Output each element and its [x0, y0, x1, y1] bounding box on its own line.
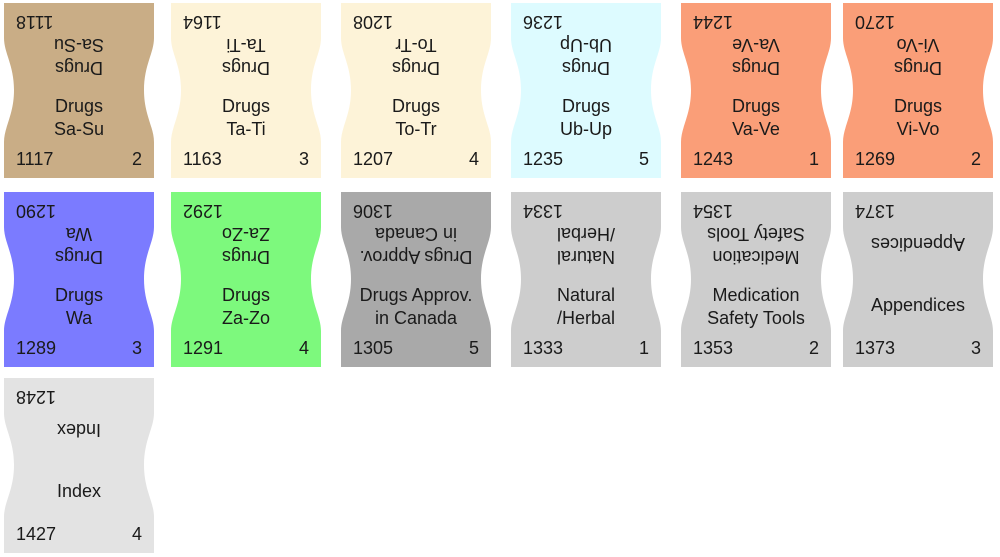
upper-tab-label: Appendices [870, 234, 966, 254]
top-page-number: 1270 [855, 12, 896, 32]
bottom-page-number: 1333 [523, 338, 564, 358]
top-page-number: 1164 [183, 12, 222, 32]
bottom-page-number: 1269 [855, 149, 896, 169]
tab-position-number: 1 [808, 149, 819, 169]
bottom-page-number: 1117 [16, 149, 54, 169]
top-page-number: 1334 [523, 201, 564, 221]
tab-position-number: 3 [970, 338, 981, 358]
index-tab: 1292 Drugs Za-Zo Drugs Za-Zo 1291 4 [171, 192, 321, 367]
upper-tab-label: Drugs Approv. in Canada [359, 224, 473, 267]
upper-tab-label: Drugs Va-Ve [732, 35, 781, 78]
bottom-page-number: 1289 [16, 338, 57, 358]
index-tab: 1248 Index Index 1427 4 [4, 378, 154, 553]
upper-tab-label: Drugs Wa [55, 224, 104, 267]
tab-position-number: 2 [131, 149, 142, 169]
bottom-page-number: 1373 [855, 338, 896, 358]
top-page-number: 1236 [523, 12, 564, 32]
tab-position-number: 1 [638, 338, 649, 358]
tab-position-number: 3 [298, 149, 309, 169]
tab-position-number: 5 [468, 338, 479, 358]
index-tab: 1244 Drugs Va-Ve Drugs Va-Ve 1243 1 [681, 3, 831, 178]
index-tab: 1270 Drugs Vi-Vo Drugs Vi-Vo 1269 2 [843, 3, 993, 178]
tab-shape [341, 3, 491, 178]
index-tab: 1374 Appendices Appendices 1373 3 [843, 192, 993, 367]
upper-tab-label: Index [56, 420, 102, 440]
top-page-number: 1248 [16, 387, 57, 407]
bottom-page-number: 1207 [353, 149, 394, 169]
lower-tab-label: Drugs To-Tr [391, 96, 440, 139]
index-tab: 1306 Drugs Approv. in Canada Drugs Approv. i… [341, 192, 491, 367]
tab-position-number: 2 [808, 338, 819, 358]
tab-shape [171, 3, 321, 178]
upper-tab-label: Medication Safety Tools [707, 224, 805, 267]
tab-position-number: 4 [468, 149, 479, 169]
tab-position-number: 2 [970, 149, 981, 169]
lower-tab-label: Medication Safety Tools [707, 285, 805, 328]
lower-tab-label: Drugs Ta-Ti [221, 96, 270, 139]
tab-position-number: 5 [638, 149, 649, 169]
top-page-number: 1290 [16, 201, 57, 221]
tab-shape [341, 192, 491, 367]
top-page-number: 1354 [693, 201, 734, 221]
index-tab: 1290 Drugs Wa Drugs Wa 1289 3 [4, 192, 154, 367]
tab-shape [681, 3, 831, 178]
index-tab: 1208 Drugs To-Tr Drugs To-Tr 1207 4 [341, 3, 491, 178]
tab-shape [171, 192, 321, 367]
tab-position-number: 4 [298, 338, 309, 358]
lower-tab-label: Natural/Herbal [556, 285, 616, 328]
upper-tab-label: Drugs Vi-Vo [894, 35, 943, 78]
top-page-number: 1118 [16, 12, 54, 32]
lower-tab-label: Drugs Ub-Up [559, 96, 612, 139]
lower-tab-label: Drugs Approv. in Canada [359, 285, 473, 328]
top-page-number: 1208 [353, 12, 394, 32]
tab-position-number: 3 [131, 338, 142, 358]
tab-position-number: 4 [131, 524, 142, 544]
top-page-number: 1374 [855, 201, 896, 221]
tab-shape [4, 192, 154, 367]
upper-tab-label: Drugs To-Tr [392, 35, 441, 78]
bottom-page-number: 1163 [183, 149, 222, 169]
bottom-page-number: 1235 [523, 149, 564, 169]
lower-tab-label: Drugs Vi-Vo [893, 96, 942, 139]
upper-tab-label: Drugs Sa-Su [53, 35, 105, 78]
top-page-number: 1292 [183, 201, 224, 221]
tab-shape [511, 3, 661, 178]
lower-tab-label: Drugs Wa [54, 285, 103, 328]
lower-tab-label: Index [56, 481, 102, 501]
lower-tab-label: Drugs Za-Zo [221, 285, 270, 328]
tab-shape [843, 3, 993, 178]
tab-shape [843, 192, 993, 367]
upper-tab-label: Drugs Za-Zo [222, 224, 271, 267]
index-tab: 1334 Natural/Herbal Natural/Herbal 1333 1 [511, 192, 661, 367]
upper-tab-label: Drugs Ta-Ti [222, 35, 271, 78]
lower-tab-label: Appendices [870, 295, 966, 315]
bottom-page-number: 1353 [693, 338, 734, 358]
tab-shape [681, 192, 831, 367]
upper-tab-label: Natural/Herbal [556, 224, 616, 267]
tab-shape [4, 378, 154, 553]
top-page-number: 1244 [693, 12, 734, 32]
upper-tab-label: Drugs Ub-Up [560, 35, 613, 78]
bottom-page-number: 1305 [353, 338, 394, 358]
bottom-page-number: 1291 [183, 338, 224, 358]
index-tab: 1164 Drugs Ta-Ti Drugs Ta-Ti 1163 3 [171, 3, 321, 178]
lower-tab-label: Drugs Va-Ve [731, 96, 780, 139]
tab-shape [4, 3, 154, 178]
index-tab: 1354 Medication Safety Tools Medication Safe… [681, 192, 831, 367]
top-page-number: 1306 [353, 201, 394, 221]
bottom-page-number: 1243 [693, 149, 734, 169]
tab-shape [511, 192, 661, 367]
index-tab: 1236 Drugs Ub-Up Drugs Ub-Up 1235 5 [511, 3, 661, 178]
lower-tab-label: Drugs Sa-Su [53, 96, 105, 139]
bottom-page-number: 1427 [16, 524, 57, 544]
index-tab: 1118 Drugs Sa-Su Drugs Sa-Su 1117 2 [4, 3, 154, 178]
